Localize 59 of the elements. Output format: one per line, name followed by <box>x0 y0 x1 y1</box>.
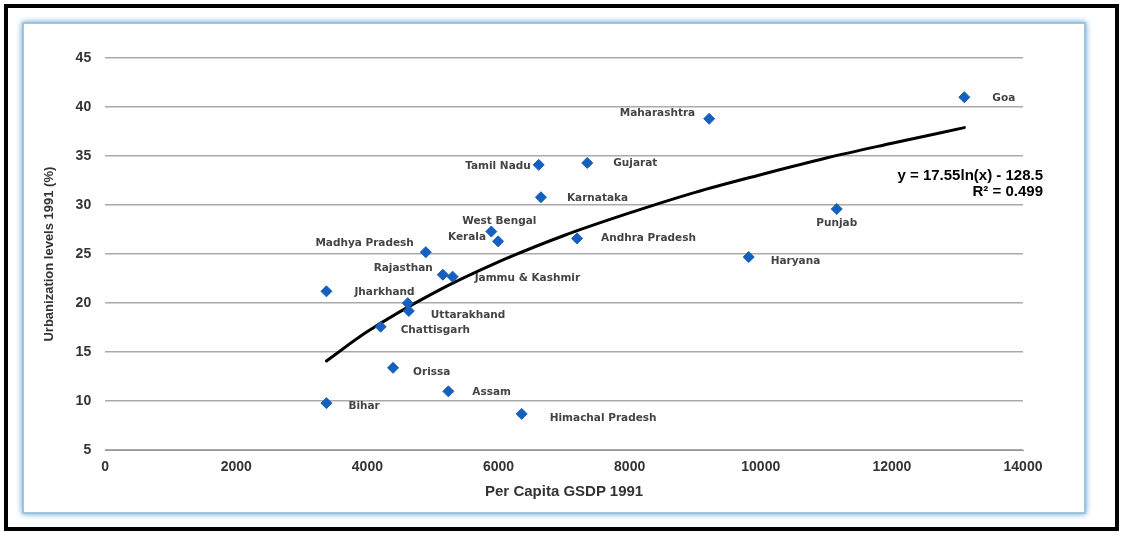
y-axis-title: Urbanization levels 1991 (%) <box>41 166 57 342</box>
y-tick-label: 20 <box>75 293 92 310</box>
x-tick-label: 4000 <box>351 458 384 475</box>
point <box>446 270 459 283</box>
x-tick-label: 8000 <box>614 458 646 475</box>
point <box>515 407 528 420</box>
point <box>436 268 449 281</box>
point <box>571 232 584 245</box>
annotation: Karnataka <box>566 190 629 203</box>
annotation: West Bengal <box>462 214 537 227</box>
x-tick-label: 12000 <box>872 458 912 475</box>
point <box>703 112 716 125</box>
point <box>320 285 333 298</box>
annotation: y = 17.55ln(x) - 128.5 <box>897 165 1043 183</box>
annotation: Maharashtra <box>619 105 696 118</box>
point <box>581 156 594 169</box>
point <box>419 246 432 259</box>
annotation: Kerala <box>448 230 487 243</box>
x-tick-label: 2000 <box>220 458 253 475</box>
annotation: Jharkhand <box>353 285 415 298</box>
y-tick-label: 5 <box>83 441 92 458</box>
annotation: Gujarat <box>613 155 658 168</box>
point <box>492 235 505 248</box>
point <box>374 320 387 333</box>
annotation: Andhra Pradesh <box>601 231 696 244</box>
point <box>532 158 545 171</box>
y-tick-label: 45 <box>75 48 92 65</box>
annotation: Uttarakhand <box>430 307 506 320</box>
x-tick-label: 6000 <box>482 458 515 475</box>
annotation: Tamil Nadu <box>465 158 531 171</box>
point <box>442 385 455 398</box>
y-tick-label: 15 <box>75 343 92 360</box>
x-axis-title: Per Capita GSDP 1991 <box>485 482 644 500</box>
point <box>387 361 400 374</box>
y-tick-label: 40 <box>75 97 92 114</box>
annotation: Chattisgarh <box>400 323 471 336</box>
y-tick-label: 35 <box>75 146 92 163</box>
y-tick-label: 10 <box>75 392 92 409</box>
point <box>534 191 547 204</box>
annotation: Punjab <box>816 215 858 228</box>
point <box>958 91 971 104</box>
point <box>320 397 333 410</box>
x-tick-label: 0 <box>101 458 110 475</box>
annotation: Haryana <box>770 253 821 266</box>
point <box>830 203 843 215</box>
y-tick-label: 30 <box>75 195 92 212</box>
annotation: Bihar <box>348 398 381 411</box>
y-tick-label: 25 <box>75 244 92 261</box>
annotation: Rajasthan <box>373 261 433 274</box>
x-tick-label: 14000 <box>1003 458 1043 475</box>
annotation: Himachal Pradesh <box>549 410 657 423</box>
point <box>485 225 498 238</box>
annotation: Jammu & Kashmir <box>473 271 581 284</box>
annotation: Orissa <box>413 364 451 377</box>
annotation: Madhya Pradesh <box>315 235 414 248</box>
annotation: Goa <box>992 90 1016 103</box>
point <box>742 251 755 264</box>
x-tick-label: 10000 <box>741 458 781 475</box>
annotation: Assam <box>472 385 512 398</box>
